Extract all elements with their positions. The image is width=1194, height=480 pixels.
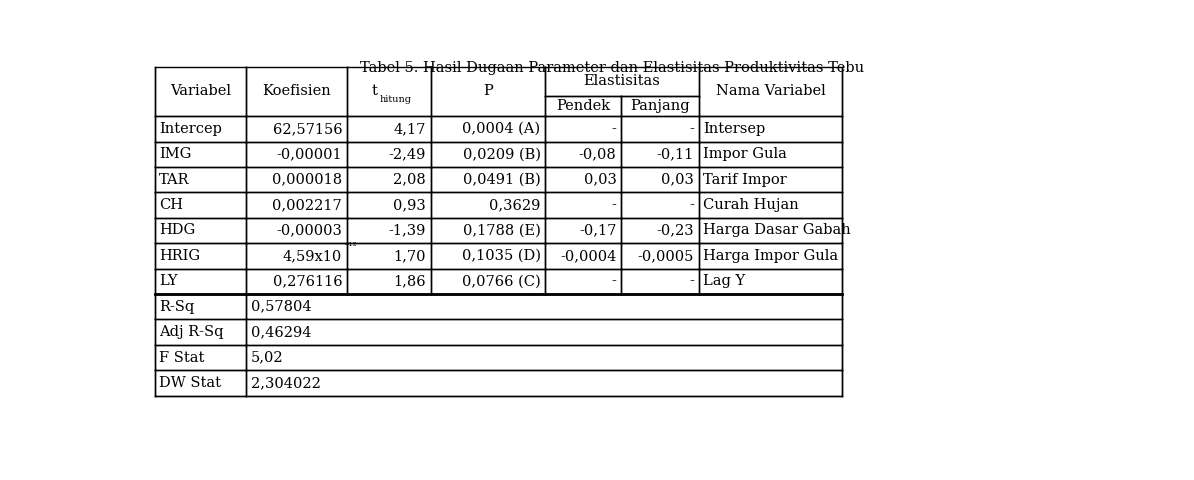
- Text: -0,00001: -0,00001: [277, 147, 343, 161]
- Text: Adj R-Sq: Adj R-Sq: [159, 325, 223, 339]
- Text: Tabel 5. Hasil Dugaan Parameter dan Elastisitas Produktivitas Tebu: Tabel 5. Hasil Dugaan Parameter dan Elas…: [359, 61, 864, 75]
- Text: Koefisien: Koefisien: [263, 84, 331, 98]
- Text: Lag Y: Lag Y: [703, 274, 745, 288]
- Text: 0,1035 (D): 0,1035 (D): [462, 249, 541, 263]
- Text: 2,304022: 2,304022: [251, 376, 321, 390]
- Text: 5,02: 5,02: [251, 350, 283, 364]
- Text: 0,46294: 0,46294: [251, 325, 312, 339]
- Text: 0,0491 (B): 0,0491 (B): [463, 173, 541, 187]
- Text: 0,0209 (B): 0,0209 (B): [462, 147, 541, 161]
- Text: LY: LY: [159, 274, 178, 288]
- Text: 0,002217: 0,002217: [272, 198, 343, 212]
- Text: Harga Dasar Gabah: Harga Dasar Gabah: [703, 224, 851, 238]
- Text: 1,86: 1,86: [393, 274, 426, 288]
- Text: 0,0766 (C): 0,0766 (C): [462, 274, 541, 288]
- Text: R-Sq: R-Sq: [159, 300, 195, 314]
- Text: 0,1788 (E): 0,1788 (E): [463, 224, 541, 238]
- Text: 4,17: 4,17: [394, 122, 426, 136]
- Text: HDG: HDG: [159, 224, 196, 238]
- Text: -: -: [689, 122, 694, 136]
- Text: 0,0004 (A): 0,0004 (A): [462, 122, 541, 136]
- Text: t: t: [371, 84, 377, 98]
- Text: 0,03: 0,03: [584, 173, 616, 187]
- Text: Panjang: Panjang: [630, 99, 690, 113]
- Text: Curah Hujan: Curah Hujan: [703, 198, 799, 212]
- Text: -0,00003: -0,00003: [276, 224, 343, 238]
- Text: -0,11: -0,11: [657, 147, 694, 161]
- Text: -: -: [611, 122, 616, 136]
- Text: -0,23: -0,23: [657, 224, 694, 238]
- Text: Intercep: Intercep: [159, 122, 222, 136]
- Text: Intersep: Intersep: [703, 122, 765, 136]
- Text: -0,08: -0,08: [579, 147, 616, 161]
- Text: 0,276116: 0,276116: [272, 274, 343, 288]
- Text: hitung: hitung: [380, 95, 412, 104]
- Text: -2,49: -2,49: [388, 147, 426, 161]
- Text: CH: CH: [159, 198, 184, 212]
- Text: Pendek: Pendek: [556, 99, 610, 113]
- Text: Elastisitas: Elastisitas: [584, 74, 660, 88]
- Text: 62,57156: 62,57156: [272, 122, 343, 136]
- Text: 2,08: 2,08: [393, 173, 426, 187]
- Text: 0,000018: 0,000018: [272, 173, 343, 187]
- Text: IMG: IMG: [159, 147, 192, 161]
- Text: DW Stat: DW Stat: [159, 376, 221, 390]
- Text: HRIG: HRIG: [159, 249, 201, 263]
- Text: -1,39: -1,39: [388, 224, 426, 238]
- Text: -: -: [689, 198, 694, 212]
- Text: -0,17: -0,17: [579, 224, 616, 238]
- Text: 0,3629: 0,3629: [490, 198, 541, 212]
- Text: Harga Impor Gula: Harga Impor Gula: [703, 249, 838, 263]
- Text: -: -: [689, 274, 694, 288]
- Text: TAR: TAR: [159, 173, 190, 187]
- Text: -0,0005: -0,0005: [638, 249, 694, 263]
- Text: 0,57804: 0,57804: [251, 300, 312, 314]
- Text: -: -: [611, 198, 616, 212]
- Text: Tarif Impor: Tarif Impor: [703, 173, 787, 187]
- Text: 1,70: 1,70: [394, 249, 426, 263]
- Text: -: -: [611, 274, 616, 288]
- Text: Variabel: Variabel: [170, 84, 230, 98]
- Text: ⁻¹²: ⁻¹²: [343, 242, 357, 251]
- Text: F Stat: F Stat: [159, 350, 204, 364]
- Text: 0,93: 0,93: [393, 198, 426, 212]
- Text: -0,0004: -0,0004: [560, 249, 616, 263]
- Text: Nama Variabel: Nama Variabel: [715, 84, 825, 98]
- Text: P: P: [484, 84, 493, 98]
- Text: 4,59x10: 4,59x10: [283, 249, 343, 263]
- Text: Impor Gula: Impor Gula: [703, 147, 787, 161]
- Text: 0,03: 0,03: [661, 173, 694, 187]
